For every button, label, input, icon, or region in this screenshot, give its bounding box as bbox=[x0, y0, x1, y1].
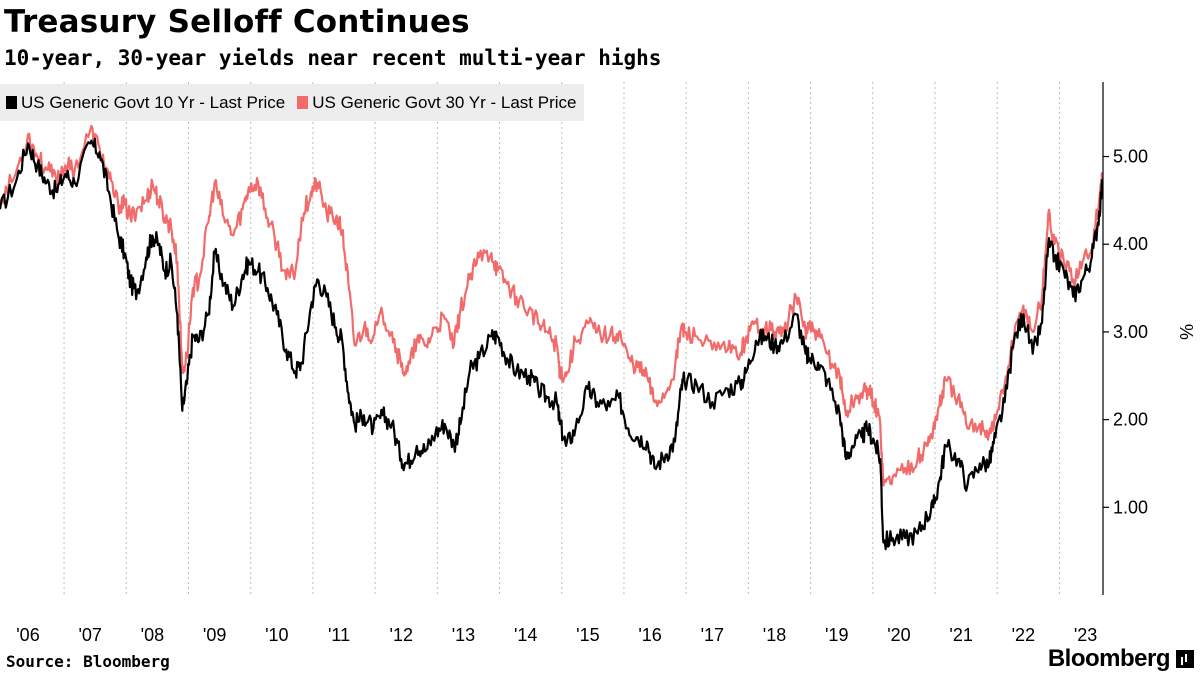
chart-series-layer bbox=[0, 124, 1104, 551]
legend-swatch-10yr bbox=[6, 96, 17, 109]
y-tick-label: 1.00 bbox=[1113, 497, 1148, 517]
x-tick-label: '10 bbox=[265, 625, 288, 645]
x-tick-label: '17 bbox=[701, 625, 724, 645]
y-tick-label: 5.00 bbox=[1113, 147, 1148, 167]
chart-subtitle: 10-year, 30-year yields near recent mult… bbox=[4, 46, 662, 70]
brand-logo: Bloomberg bbox=[1048, 645, 1194, 673]
legend-swatch-30yr bbox=[297, 96, 309, 109]
source-note: Source: Bloomberg bbox=[6, 652, 170, 671]
x-tick-label: '14 bbox=[514, 625, 537, 645]
y-tick-label: 3.00 bbox=[1113, 322, 1148, 342]
y-tick-label: 2.00 bbox=[1113, 410, 1148, 430]
y-tick-label: 4.00 bbox=[1113, 234, 1148, 254]
x-tick-label: '07 bbox=[78, 625, 101, 645]
chart-legend: US Generic Govt 10 Yr - Last Price US Ge… bbox=[0, 84, 585, 121]
x-tick-label: '21 bbox=[949, 625, 972, 645]
legend-label-30yr: US Generic Govt 30 Yr - Last Price bbox=[312, 92, 577, 112]
x-tick-label: '09 bbox=[203, 625, 226, 645]
x-tick-label: '19 bbox=[825, 625, 848, 645]
chart-axes: '06 '07 '08 '09 '10 '11 '12 '13 '14 '15 '16 '17 '18 '… bbox=[16, 82, 1196, 645]
y-axis-unit-label: % bbox=[1176, 324, 1196, 340]
x-tick-label: '16 bbox=[638, 625, 661, 645]
chart-title: Treasury Selloff Continues bbox=[4, 4, 470, 40]
brand-wordmark: Bloomberg bbox=[1047, 645, 1171, 672]
legend-label-10yr: US Generic Govt 10 Yr - Last Price bbox=[21, 92, 286, 112]
legend-item-30yr: US Generic Govt 30 Yr - Last Price bbox=[297, 93, 576, 113]
series-line-30yr bbox=[0, 124, 1104, 487]
x-tick-label: '08 bbox=[141, 625, 164, 645]
x-tick-label: '06 bbox=[16, 625, 39, 645]
brand-mark-icon bbox=[1176, 650, 1194, 668]
x-tick-label: '15 bbox=[576, 625, 599, 645]
chart-gridlines bbox=[63, 82, 1060, 595]
x-tick-label: '23 bbox=[1074, 625, 1097, 645]
x-tick-label: '20 bbox=[887, 625, 910, 645]
x-tick-label: '13 bbox=[452, 625, 475, 645]
x-tick-label: '12 bbox=[390, 625, 413, 645]
x-tick-label: '18 bbox=[763, 625, 786, 645]
x-tick-label: '11 bbox=[328, 625, 350, 645]
x-tick-label: '22 bbox=[1012, 625, 1035, 645]
series-line-10yr bbox=[0, 137, 1104, 551]
legend-item-10yr: US Generic Govt 10 Yr - Last Price bbox=[6, 93, 285, 113]
